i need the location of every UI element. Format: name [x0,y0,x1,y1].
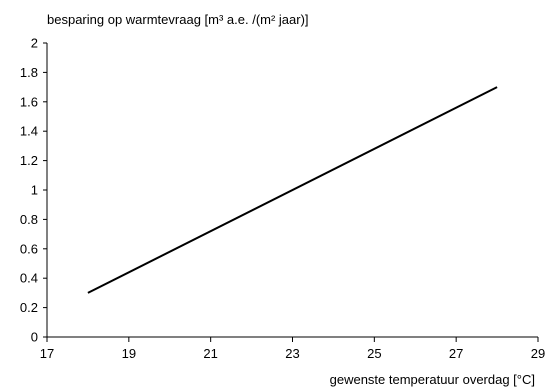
y-tick-label: 1.8 [20,65,38,80]
y-tick-label: 0 [31,330,38,345]
y-tick-label: 1.2 [20,153,38,168]
y-axis-ticks: 0 0.2 0.4 0.6 0.8 1 1.2 1.4 1.6 1.8 2 [20,36,47,345]
x-tick-label: 25 [367,346,381,361]
series-layer [87,86,498,294]
y-tick-label: 0.6 [20,241,38,256]
x-tick-label: 27 [449,346,463,361]
series-line [87,86,498,294]
x-tick-label: 23 [285,346,299,361]
y-tick-label: 0.2 [20,300,38,315]
x-tick-label: 29 [531,346,545,361]
y-axis-label: besparing op warmtevraag [m³ a.e. /(m² j… [47,12,309,27]
y-tick-label: 2 [31,36,38,51]
y-tick-label: 0.8 [20,212,38,227]
y-tick-label: 1 [31,183,38,198]
x-tick-label: 19 [122,346,136,361]
y-tick-label: 1.6 [20,94,38,109]
x-tick-label: 21 [203,346,217,361]
x-axis-ticks: 17 19 21 23 25 27 29 [40,337,545,361]
x-tick-label: 17 [40,346,54,361]
y-tick-label: 0.4 [20,271,38,286]
x-axis-label: gewenste temperatuur overdag [°C] [330,372,535,387]
y-tick-label: 1.4 [20,124,38,139]
